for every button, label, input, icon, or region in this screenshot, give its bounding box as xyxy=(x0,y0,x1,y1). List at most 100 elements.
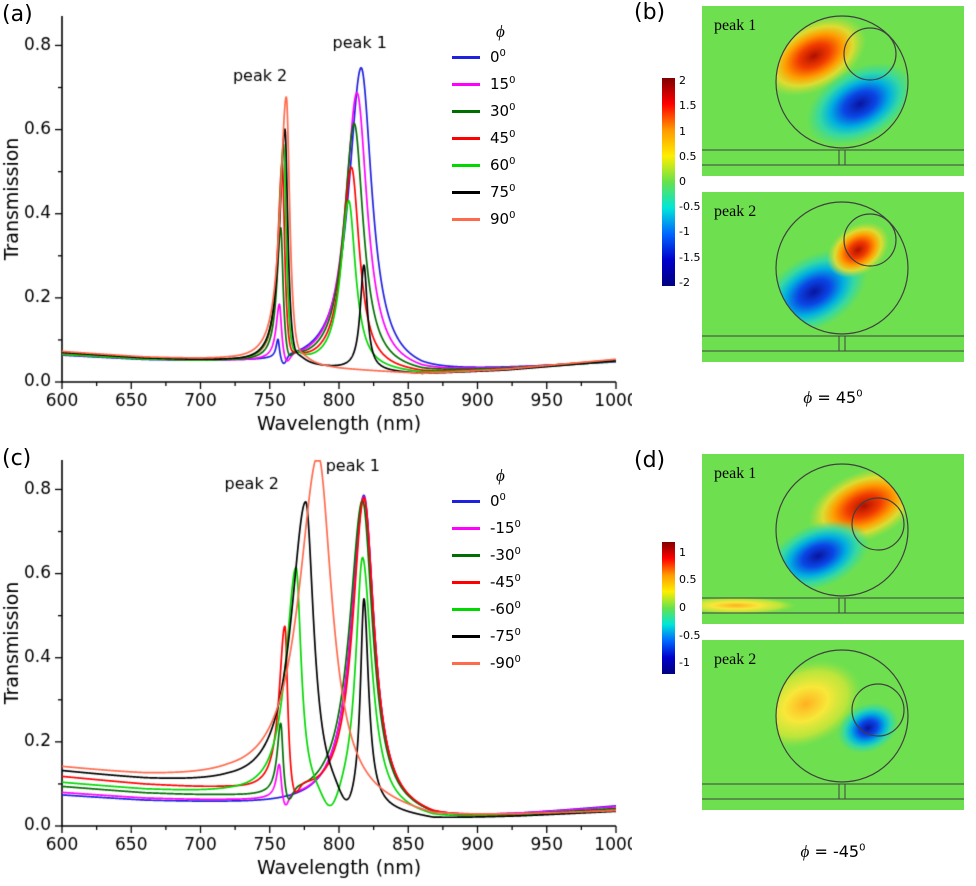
legend-item: 00 xyxy=(452,44,515,71)
colorbar-tick-label: -0.5 xyxy=(679,200,701,214)
legend-item: 150 xyxy=(452,71,515,98)
legend-c: ϕ 00 -150 -300 -450 -600 -750 -900 xyxy=(452,466,521,677)
panel-letter-a: (a) xyxy=(2,2,33,27)
legend-label: -300 xyxy=(490,546,521,564)
legend-label: 00 xyxy=(490,492,506,510)
colorbar-gradient-b xyxy=(662,78,675,286)
legend-swatch xyxy=(452,191,480,194)
colorbar-gradient-d xyxy=(662,542,675,674)
legend-swatch xyxy=(452,164,480,167)
degree-superscript: 0 xyxy=(514,600,521,611)
colorbar-tick-label: -1.5 xyxy=(679,250,701,264)
field-map-d-peak1: peak 1 xyxy=(676,454,964,624)
colorbar-ticks-d: 1 0.5 0 -0.5 -1 xyxy=(679,542,723,674)
phi-value: = -45 xyxy=(814,842,860,861)
degree-superscript: 0 xyxy=(509,156,516,167)
field-peak-label: peak 1 xyxy=(714,465,756,482)
legend-swatch xyxy=(452,662,480,665)
degree-superscript: 0 xyxy=(859,842,866,854)
hole-outline xyxy=(843,213,897,267)
degree-superscript: 0 xyxy=(514,573,521,584)
legend-label: 450 xyxy=(490,129,516,147)
panel-c: (c) ϕ 00 -150 -300 -450 -600 -750 -900 xyxy=(0,446,632,886)
legend-label: 600 xyxy=(490,156,516,174)
legend-label: 750 xyxy=(490,183,516,201)
legend-swatch xyxy=(452,218,480,221)
legend-item: -900 xyxy=(452,650,521,677)
field-svg-d-0: peak 1 xyxy=(676,454,964,624)
colorbar-tick-label: -1 xyxy=(679,656,690,670)
colorbar-tick-label: 2 xyxy=(679,74,686,88)
legend-label: -900 xyxy=(490,654,521,672)
colorbar-tick-label: -2 xyxy=(679,275,690,289)
microdisk-outline xyxy=(775,463,909,597)
legend-label: -450 xyxy=(490,573,521,591)
phi-symbol: ϕ xyxy=(800,842,810,861)
legend-item: -600 xyxy=(452,596,521,623)
legend-label: 900 xyxy=(490,210,516,228)
microdisk-outline xyxy=(775,201,909,335)
legend-title-phi: ϕ xyxy=(496,22,505,41)
legend-item: 750 xyxy=(452,179,515,206)
degree-superscript: 0 xyxy=(499,492,506,503)
degree-superscript: 0 xyxy=(514,519,521,530)
degree-superscript: 0 xyxy=(514,654,521,665)
colorbar-ticks-b: 2 1.5 1 0.5 0 -0.5 -1 -1.5 -2 xyxy=(679,74,723,289)
legend-item: -750 xyxy=(452,623,521,650)
legend-label: -750 xyxy=(490,627,521,645)
field-peak-label: peak 2 xyxy=(714,203,756,220)
degree-superscript: 0 xyxy=(514,627,521,638)
panel-b: (b) 2 1.5 1 0.5 0 -0.5 -1 -1.5 -2 peak 1 peak 2 … xyxy=(632,0,976,446)
legend-swatch xyxy=(452,527,480,530)
legend-item: -450 xyxy=(452,569,521,596)
degree-superscript: 0 xyxy=(509,129,516,140)
legend-a: ϕ 00 150 300 450 600 750 900 xyxy=(452,22,515,233)
phi-caption-d: ϕ = -450 xyxy=(702,842,964,862)
colorbar-tick-label: 1 xyxy=(679,124,686,138)
hole-outline xyxy=(851,497,905,551)
field-column: (b) 2 1.5 1 0.5 0 -0.5 -1 -1.5 -2 peak 1 peak 2 … xyxy=(632,0,976,886)
legend-label: 300 xyxy=(490,102,516,120)
colorbar-b: 2 1.5 1 0.5 0 -0.5 -1 -1.5 -2 xyxy=(662,74,726,289)
legend-item: -300 xyxy=(452,542,521,569)
colorbar-tick-label: 0.5 xyxy=(679,573,697,587)
panel-a: (a) ϕ 00 150 300 450 600 750 900 xyxy=(0,2,632,442)
degree-superscript: 0 xyxy=(499,48,506,59)
legend-label: -600 xyxy=(490,600,521,618)
degree-superscript: 0 xyxy=(514,546,521,557)
degree-superscript: 0 xyxy=(509,75,516,86)
phi-caption-b: ϕ = 450 xyxy=(702,388,964,408)
colorbar-tick-label: -0.5 xyxy=(679,628,701,642)
legend-item: 900 xyxy=(452,206,515,233)
field-svg-b-1: peak 2 xyxy=(702,192,964,362)
microdisk-outline xyxy=(775,15,909,149)
legend-item: 00 xyxy=(452,488,521,515)
blue-field-lobe xyxy=(806,62,908,146)
legend-swatch xyxy=(452,581,480,584)
legend-swatch xyxy=(452,554,480,557)
colorbar-tick-label: -1 xyxy=(679,225,690,239)
legend-swatch xyxy=(452,608,480,611)
degree-superscript: 0 xyxy=(856,388,863,400)
legend-label: -150 xyxy=(490,519,521,537)
field-peak-label: peak 1 xyxy=(714,17,756,34)
phi-symbol: ϕ xyxy=(803,388,813,407)
field-svg-b-0: peak 1 xyxy=(702,6,964,176)
colorbar-tick-label: 1 xyxy=(679,545,686,559)
legend-label: 00 xyxy=(490,48,506,66)
microdisk-outline xyxy=(775,649,909,783)
legend-title-phi: ϕ xyxy=(496,466,505,485)
legend-swatch xyxy=(452,500,480,503)
colorbar-tick-label: 1.5 xyxy=(679,99,697,113)
legend-swatch xyxy=(452,635,480,638)
panel-letter-b: (b) xyxy=(634,0,666,25)
legend-item: 300 xyxy=(452,98,515,125)
legend-swatch xyxy=(452,56,480,59)
legend-swatch xyxy=(452,137,480,140)
transmission-chart-c xyxy=(0,446,632,882)
field-map-b-peak2: peak 2 xyxy=(702,192,964,362)
panel-letter-d: (d) xyxy=(634,448,666,473)
field-svg-d-1: peak 2 xyxy=(702,640,964,810)
field-map-d-peak2: peak 2 xyxy=(702,640,964,810)
